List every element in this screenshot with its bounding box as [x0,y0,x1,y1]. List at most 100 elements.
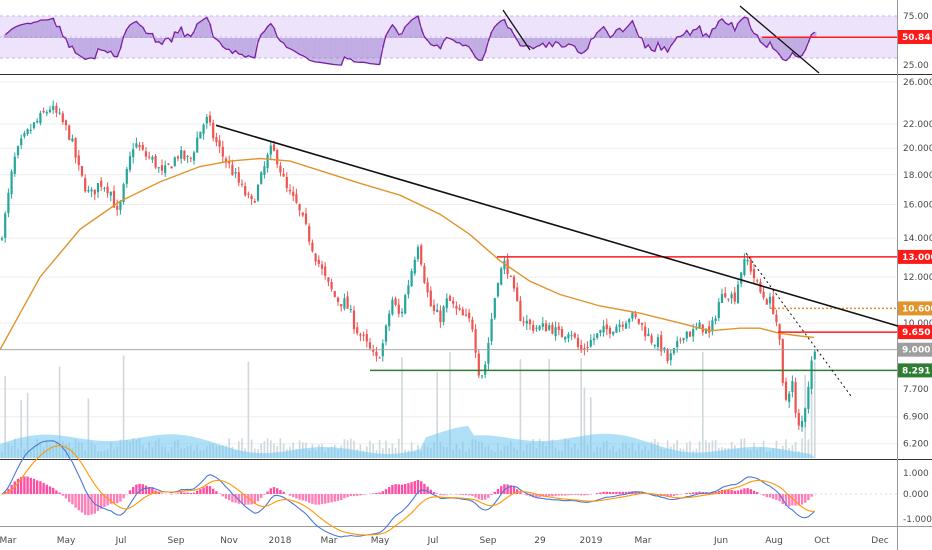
macd-hist-bar [106,494,109,506]
macd-hist-bar [464,494,468,496]
rsi-fill-bar [595,32,599,38]
rsi-fill-bar [733,30,737,38]
macd-hist-bar [84,494,87,515]
rsi-fill-bar [477,38,481,61]
candle-body [474,329,477,353]
macd-hist-bar [180,492,183,494]
macd-hist-bar [122,494,125,499]
candle-body [352,310,356,330]
candle-body [26,129,29,135]
macd-hist-bar [16,478,20,494]
candle-body [644,326,647,337]
level-tags: 13.000 10.600 9.650 9.000 8.291 [898,249,932,378]
candle-body [663,347,666,351]
rsi-fill-bar [291,38,295,51]
candle-body [564,336,567,340]
candle-body [276,150,279,165]
candle-body [608,327,612,334]
rsi-fill-bar [221,38,225,47]
candle-body [199,131,202,139]
macd-hist-bar [484,494,487,500]
trendlines [215,124,901,398]
volume-bar [708,442,710,458]
rsi-fill-bar [237,38,241,54]
macd-hist-bar [346,494,349,498]
rsi-value-tag: 50.84 [898,30,932,44]
macd-line [1,440,816,538]
rsi-fill-bar [624,28,628,38]
macd-hist-bar [253,494,256,504]
macd-hist-bar [77,494,80,511]
rsi-fill-bar [458,38,462,43]
candle-body [749,259,752,272]
rsi-fill-bar [528,38,532,47]
macd-hist-bar [327,494,330,503]
candle-body [39,112,42,124]
macd-hist-bar [468,494,471,496]
rsi-fill-bar [800,38,804,56]
macd-hist-bar [698,491,701,494]
price-tick-label: 6.200 [903,440,929,450]
macd-hist-bar [560,494,564,496]
volume-bar [801,438,803,458]
volume-bar [580,357,582,458]
macd-hist-bar [119,494,122,502]
rsi-fill-bar [160,38,164,45]
volume-bar [87,398,90,458]
rsi-fill-bar [701,36,705,38]
rsi-fill-bar [672,38,676,42]
macd-hist-bar [186,492,189,494]
rsi-fill-bar [618,28,622,38]
candle-body [810,360,813,390]
macd-hist-bar [68,494,71,503]
volume-bar [398,438,400,458]
rsi-fill-bar [371,38,375,64]
volume-bar [702,351,704,458]
rsi-fill-bar [570,38,574,45]
macd-hist-bar [100,494,103,509]
volume-bar [241,438,243,458]
rsi-fill-bar [768,38,772,42]
candle-body [320,264,324,269]
candle-body [500,268,503,285]
macd-hist-bar [388,487,391,494]
macd-hist-bar [58,492,61,494]
rsi-fill-bar [272,27,276,38]
rsi-fill-bar [288,38,292,49]
rsi-fill-bar [282,38,286,43]
macd-hist-bar [596,493,599,494]
rsi-fill-bar [534,38,538,47]
candle-body [298,204,301,211]
candle-body [461,309,464,316]
volume-bar [391,443,394,458]
macd-hist-bar [772,494,775,499]
candle-body [269,145,272,155]
rsi-fill-bar [394,28,398,38]
macd-hist-bar [807,494,810,501]
rsi-fill-bar [102,38,106,51]
macd-hist-bar [32,478,36,494]
time-tick-label: Nov [220,536,238,546]
price-tick-label: 6.900 [903,413,929,423]
candle-body [45,112,48,114]
rsi-fill-bar [493,26,497,38]
rsi-fill-bar [413,17,417,38]
candle-body [64,120,68,126]
candle-body [333,291,336,297]
macd-hist-bar [762,494,765,496]
macd-hist-bar [263,494,266,495]
candle-body [525,320,528,324]
rsi-fill-bar [557,38,561,44]
candle-body [429,290,432,307]
price-tick-label: 22.000 [903,120,932,130]
macd-hist-bar [669,494,672,497]
candle-body [503,260,506,270]
macd-hist-bar [442,494,445,496]
candle-body [765,299,768,305]
rsi-fill-bar [234,38,238,51]
macd-hist-bar [608,491,612,494]
rsi-fill-bar [227,38,231,50]
candle-body [260,172,263,184]
rsi-fill-bar [298,38,302,55]
candle-body [679,339,682,341]
